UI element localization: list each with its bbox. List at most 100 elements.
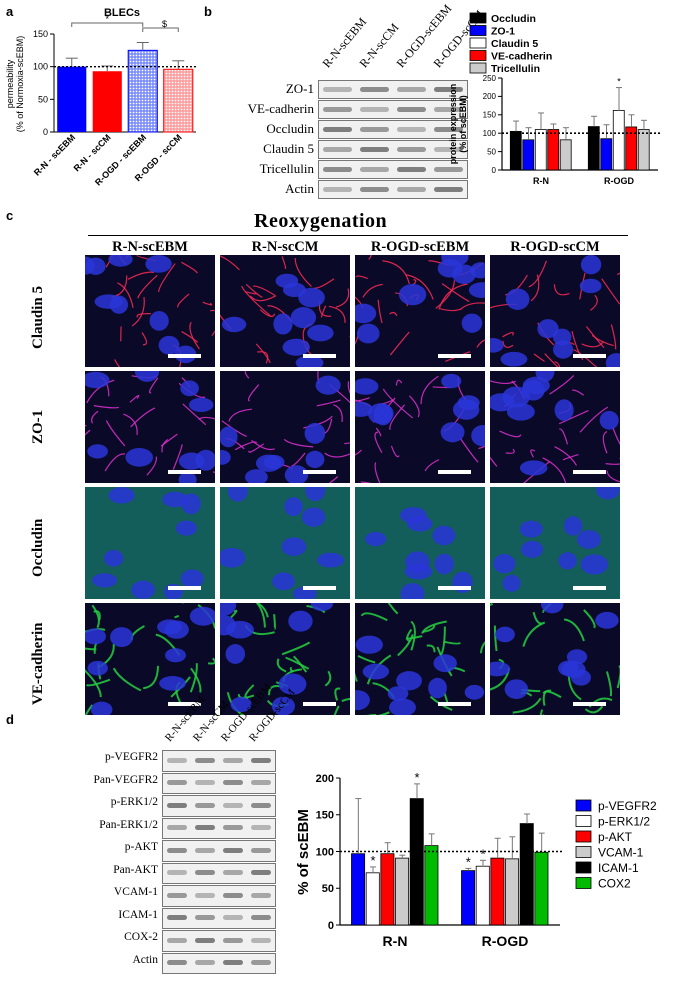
micro-c-scale-bar <box>438 354 471 358</box>
micro-c-image-tile <box>490 487 620 599</box>
micro-c-junction-stain <box>234 441 258 451</box>
micro-c-junction-stain <box>335 288 350 308</box>
micro-c-cell-drawing <box>355 373 485 483</box>
micro-c-junction-stain <box>441 283 470 303</box>
micro-c-nucleus <box>220 450 231 465</box>
micro-c-nucleus <box>157 619 182 635</box>
micro-c-cell-drawing <box>490 603 620 715</box>
micro-c-junction-stain <box>374 462 381 483</box>
blot-b-row-label: Tricellulin <box>259 161 314 176</box>
micro-c-junction-stain <box>316 399 341 407</box>
micro-c-junction-stain <box>247 384 260 402</box>
micro-c-nucleus <box>295 355 324 367</box>
micro-c-nucleus <box>220 603 237 616</box>
chart-b-legend-swatch <box>469 25 487 36</box>
micro-c-cell-drawing <box>220 371 350 483</box>
micro-c-junction-stain <box>273 614 276 630</box>
micro-c-nucleus <box>87 444 108 459</box>
micro-c-junction-stain <box>532 611 543 625</box>
micro-c-scale-bar <box>573 354 606 358</box>
micro-c-junction-stain <box>259 309 276 318</box>
blot-b-blot-strip <box>318 120 468 139</box>
micro-c-row-label: Occludin <box>30 518 46 577</box>
micro-c-junction-stain <box>512 697 542 714</box>
blot-b-blot-strip <box>318 80 468 99</box>
micro-c-nucleus <box>301 507 326 527</box>
blot-d-row-label: p-VEGFR2 <box>104 751 158 763</box>
micro-c-nucleus <box>108 255 133 267</box>
micro-c-nucleus <box>580 255 602 275</box>
micro-c-junction-stain <box>172 444 183 470</box>
micro-c-junction-stain <box>320 305 327 318</box>
chart-a-bar <box>127 49 158 133</box>
micro-c-junction-stain <box>228 408 252 422</box>
chart-b-bar <box>587 126 600 171</box>
micro-c-junction-stain <box>85 429 91 436</box>
micro-c-junction-stain <box>294 257 312 287</box>
micro-c-nucleus <box>278 673 307 695</box>
micro-c-cell-drawing <box>220 255 350 367</box>
micro-c-nucleus <box>566 649 588 665</box>
micro-c-junction-stain <box>435 280 456 309</box>
micro-c-junction-stain <box>248 443 265 453</box>
blot-b-row-label: Occludin <box>266 121 314 136</box>
micro-c-nucleus <box>355 303 377 324</box>
micro-c-junction-stain <box>493 625 498 652</box>
panel-letter-a: a <box>6 4 14 19</box>
blot-b-band <box>434 186 463 192</box>
micro-c-image-tile <box>355 487 485 599</box>
micro-c-junction-stain <box>285 656 310 670</box>
micro-c-image-tile <box>490 371 620 483</box>
micro-c-row-label: Claudin 5 <box>30 285 46 349</box>
chart-d-ytick-label: 150 <box>316 810 334 822</box>
chart-d-ytick-label: 0 <box>328 920 334 932</box>
blot-b-band <box>360 86 389 92</box>
micro-c-junction-stain <box>86 379 115 404</box>
micro-c-junction-stain <box>347 381 350 395</box>
micro-c-row-label: ZO-1 <box>30 409 46 444</box>
blot-d-band <box>167 915 187 921</box>
micro-c-cell-drawing <box>85 371 215 483</box>
chart-b-ytick-label: 150 <box>483 111 497 120</box>
micro-c-junction-stain <box>190 667 202 693</box>
micro-c-junction-stain <box>438 283 468 310</box>
micro-c-junction-stain <box>255 603 266 628</box>
micro-c-junction-stain <box>539 709 544 715</box>
micro-c-cell-drawing <box>490 371 620 483</box>
micro-c-column-label: R-OGD-scEBM <box>370 239 470 255</box>
micro-c-junction-stain <box>490 380 516 385</box>
blot-d-band <box>223 870 243 876</box>
micro-c-scale-bar <box>303 586 336 590</box>
micro-c-junction-stain <box>313 278 335 289</box>
chart-b-legend-swatch <box>469 12 487 24</box>
blot-b-band <box>323 106 352 112</box>
micro-c-junction-stain <box>158 263 176 292</box>
micro-c-junction-stain <box>522 621 546 647</box>
chart-a-ytick-label: 100 <box>33 62 48 72</box>
blot-d-band <box>251 892 271 898</box>
micro-c-junction-stain <box>85 424 87 427</box>
chart-d-significance-star: * <box>414 770 419 785</box>
micro-c-scale-bar <box>438 586 471 590</box>
micro-c-junction-stain <box>426 644 436 653</box>
blot-d-band <box>251 757 271 763</box>
micro-c-junction-stain <box>117 282 134 308</box>
micro-c-junction-stain <box>528 260 547 288</box>
micro-c-junction-stain <box>91 410 99 424</box>
micro-c-nucleus <box>131 580 155 599</box>
micro-c-junction-stain <box>423 625 436 633</box>
chart-a-xtick-group: R-N - scEBM <box>32 132 77 177</box>
micro-c-nucleus <box>284 465 309 483</box>
chart-b-ytick-label: 100 <box>483 129 497 138</box>
blot-d-band <box>251 802 271 808</box>
micro-c-junction-stain <box>478 445 485 450</box>
blot-d-blot-strip <box>162 750 276 772</box>
micro-c-junction-stain <box>281 641 311 656</box>
micro-c-junction-stain <box>544 353 559 367</box>
micro-c-junction-stain <box>377 711 390 715</box>
micro-c-junction-stain <box>328 476 339 483</box>
micro-c-junction-stain <box>459 302 485 311</box>
chart-d-bar <box>395 857 410 926</box>
micro-c-junction-stain <box>85 647 97 651</box>
micro-c-cell-drawing <box>220 603 350 715</box>
